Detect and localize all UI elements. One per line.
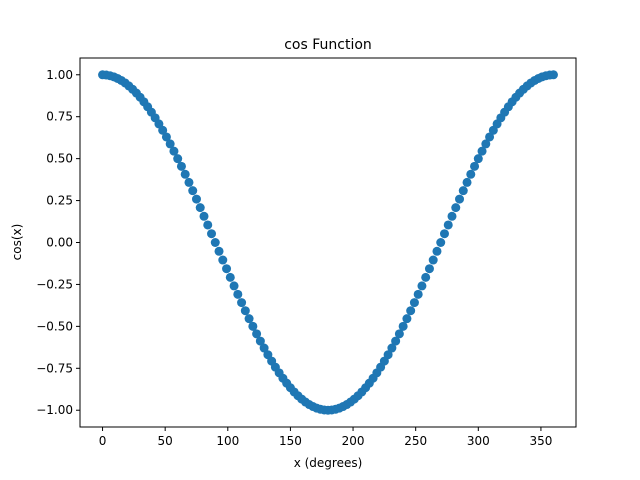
data-point	[259, 343, 269, 353]
data-point	[195, 203, 205, 213]
data-point	[176, 161, 186, 171]
data-point	[233, 289, 243, 299]
x-tick-label: 200	[342, 434, 365, 448]
data-point	[214, 246, 224, 256]
data-point	[417, 281, 427, 291]
data-point	[477, 146, 487, 156]
data-point	[485, 132, 495, 142]
data-point	[481, 139, 491, 149]
data-point	[421, 272, 431, 282]
data-point	[255, 336, 265, 346]
y-tick-label: 0.50	[46, 152, 73, 166]
x-axis-ticks: 0 50 100 150 200 250 300 350	[99, 427, 552, 448]
data-point	[158, 125, 168, 135]
x-tick-label: 0	[99, 434, 107, 448]
data-point	[161, 132, 171, 142]
x-tick-label: 250	[404, 434, 427, 448]
data-point	[203, 220, 213, 230]
x-tick-label: 300	[467, 434, 490, 448]
data-point	[443, 220, 453, 230]
data-point	[413, 289, 423, 299]
data-point	[424, 264, 434, 274]
data-point	[248, 321, 258, 331]
y-tick-label: 1.00	[46, 68, 73, 82]
data-point	[383, 350, 393, 360]
data-point	[473, 154, 483, 164]
y-tick-label: −0.75	[36, 361, 73, 375]
x-tick-label: 50	[158, 434, 173, 448]
data-point	[432, 246, 442, 256]
data-point	[229, 281, 239, 291]
y-tick-label: 0.00	[46, 236, 73, 250]
data-point	[222, 264, 232, 274]
data-point	[207, 229, 217, 239]
data-point	[387, 343, 397, 353]
data-point	[398, 321, 408, 331]
y-tick-label: −0.50	[36, 319, 73, 333]
data-point	[180, 169, 190, 179]
data-point	[466, 169, 476, 179]
data-point	[237, 298, 247, 308]
scatter-points	[98, 70, 558, 415]
x-axis-label: x (degrees)	[294, 456, 363, 470]
data-point	[252, 329, 262, 339]
data-point	[225, 272, 235, 282]
data-point	[462, 177, 472, 187]
data-point	[165, 139, 175, 149]
data-point	[409, 298, 419, 308]
y-axis-ticks: −1.00 −0.75 −0.50 −0.25 0.00 0.25 0.50 0.75 1.00	[36, 68, 80, 417]
data-point	[184, 177, 194, 187]
data-point	[240, 306, 250, 316]
data-point	[199, 211, 209, 221]
data-point	[169, 146, 179, 156]
data-point	[191, 194, 201, 204]
y-tick-label: −0.25	[36, 277, 73, 291]
data-point	[394, 329, 404, 339]
data-point	[173, 154, 183, 164]
x-tick-label: 150	[279, 434, 302, 448]
y-tick-label: −1.00	[36, 403, 73, 417]
data-point	[391, 336, 401, 346]
data-point	[210, 238, 220, 247]
data-point	[470, 161, 480, 171]
y-tick-label: 0.75	[46, 110, 73, 124]
y-tick-label: 0.25	[46, 194, 73, 208]
data-point	[428, 255, 438, 265]
data-point	[402, 314, 412, 324]
data-point	[406, 306, 416, 316]
x-tick-label: 350	[529, 434, 552, 448]
data-point	[244, 314, 254, 324]
data-point	[436, 238, 446, 247]
data-point	[188, 186, 198, 196]
data-point	[458, 186, 468, 196]
chart-title: cos Function	[284, 37, 372, 53]
data-point	[548, 70, 558, 80]
x-tick-label: 100	[216, 434, 239, 448]
data-point	[451, 203, 461, 213]
data-point	[455, 194, 465, 204]
data-point	[447, 211, 457, 221]
y-axis-label: cos(x)	[10, 224, 24, 261]
data-point	[218, 255, 228, 265]
data-point	[439, 229, 449, 239]
